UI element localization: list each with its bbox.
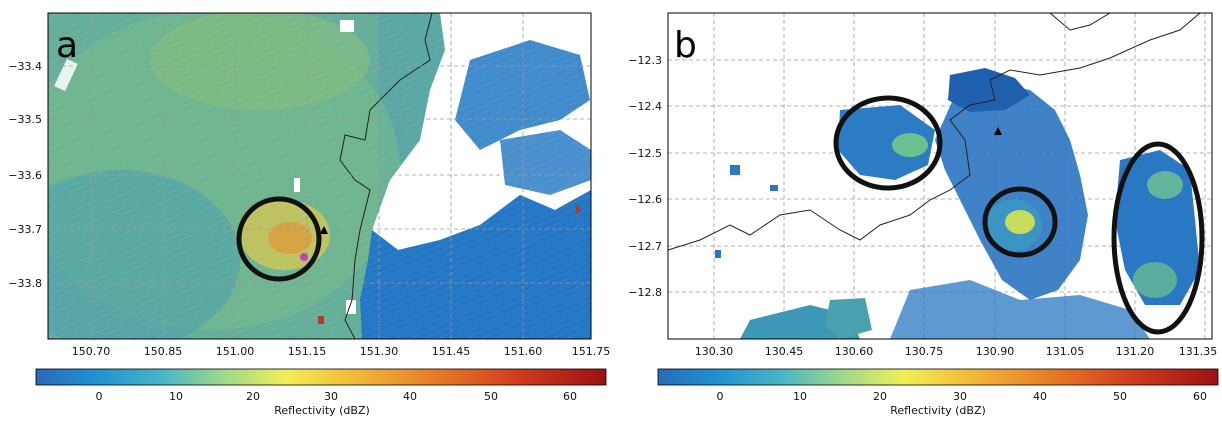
y-tick-b: −12.6 bbox=[628, 193, 662, 206]
frame-a bbox=[47, 12, 592, 340]
y-tick-b: −12.5 bbox=[628, 147, 662, 160]
x-ticks-b: 130.30 130.45 130.60 130.75 130.90 131.0… bbox=[695, 345, 1218, 358]
colorbar-tick-b: 0 bbox=[717, 390, 724, 403]
colorbar-tick-b: 60 bbox=[1193, 390, 1207, 403]
y-tick-b: −12.3 bbox=[628, 54, 662, 67]
colorbar-tick-a: 20 bbox=[246, 390, 260, 403]
x-tick-a: 151.15 bbox=[288, 345, 327, 358]
x-tick-a: 150.70 bbox=[72, 345, 111, 358]
colorbar-a bbox=[35, 368, 607, 386]
x-tick-b: 131.35 bbox=[1179, 345, 1218, 358]
panel-letter-b: b bbox=[674, 25, 697, 66]
y-tick-a: −33.4 bbox=[8, 60, 42, 73]
colorbar-tick-a: 10 bbox=[169, 390, 183, 403]
colorbar-ticks-a: 0 10 20 30 40 50 60 bbox=[96, 390, 578, 403]
radar-field-b bbox=[668, 13, 1212, 339]
colorbar-tick-b: 30 bbox=[953, 390, 967, 403]
y-tick-a: −33.8 bbox=[8, 277, 42, 290]
x-tick-b: 130.30 bbox=[695, 345, 734, 358]
y-tick-a: −33.6 bbox=[8, 169, 42, 182]
colorbar-tick-b: 20 bbox=[873, 390, 887, 403]
x-tick-a: 151.30 bbox=[360, 345, 399, 358]
colorbar-tick-a: 50 bbox=[484, 390, 498, 403]
site-dot-a bbox=[300, 253, 308, 261]
colorbar-tick-b: 50 bbox=[1113, 390, 1127, 403]
y-tick-a: −33.7 bbox=[8, 223, 42, 236]
gridlines-a bbox=[48, 13, 591, 339]
radar-triangle-b bbox=[994, 127, 1002, 135]
panel-b-svg: b −12.3 −12.4 −12.5 −12.6 −12.7 −12.8 13… bbox=[628, 12, 1219, 417]
panel-a-svg: a −33.4 −33.5 −33.6 −33.7 −33.8 150.70 1… bbox=[8, 12, 611, 417]
radar-triangle-a bbox=[320, 226, 328, 234]
colorbar-label-b: Reflectivity (dBZ) bbox=[890, 404, 986, 417]
y-tick-a: −33.5 bbox=[8, 113, 42, 126]
y-tick-b: −12.7 bbox=[628, 240, 662, 253]
colorbar-tick-a: 30 bbox=[324, 390, 338, 403]
x-tick-b: 130.45 bbox=[765, 345, 804, 358]
storm-circle-b2 bbox=[982, 186, 1058, 258]
colorbar-label-a: Reflectivity (dBZ) bbox=[274, 404, 370, 417]
x-tick-b: 130.90 bbox=[976, 345, 1015, 358]
x-tick-b: 131.05 bbox=[1046, 345, 1085, 358]
y-ticks-a: −33.4 −33.5 −33.6 −33.7 −33.8 bbox=[8, 60, 42, 290]
x-tick-a: 151.60 bbox=[504, 345, 543, 358]
x-tick-b: 130.75 bbox=[905, 345, 944, 358]
x-tick-a: 151.00 bbox=[216, 345, 255, 358]
x-tick-a: 151.45 bbox=[432, 345, 471, 358]
y-tick-b: −12.8 bbox=[628, 286, 662, 299]
x-tick-b: 131.20 bbox=[1116, 345, 1155, 358]
coastline-b bbox=[668, 13, 1201, 251]
x-tick-b: 130.60 bbox=[835, 345, 874, 358]
panel-letter-a: a bbox=[56, 25, 78, 66]
panel-b: b −12.3 −12.4 −12.5 −12.6 −12.7 −12.8 13… bbox=[610, 0, 1222, 419]
storm-circle-b3 bbox=[1111, 141, 1205, 335]
colorbar-tick-b: 10 bbox=[793, 390, 807, 403]
colorbar-tick-a: 40 bbox=[403, 390, 417, 403]
storm-circle-a bbox=[236, 196, 322, 282]
radar-field-a bbox=[48, 13, 591, 339]
storm-circle-b1 bbox=[833, 95, 943, 191]
x-tick-a: 150.85 bbox=[144, 345, 183, 358]
colorbar-tick-b: 40 bbox=[1033, 390, 1047, 403]
y-tick-b: −12.4 bbox=[628, 100, 662, 113]
colorbar-ticks-b: 0 10 20 30 40 50 60 bbox=[717, 390, 1208, 403]
coastline-a bbox=[339, 13, 433, 339]
y-ticks-b: −12.3 −12.4 −12.5 −12.6 −12.7 −12.8 bbox=[628, 54, 662, 299]
panel-a: a −33.4 −33.5 −33.6 −33.7 −33.8 150.70 1… bbox=[0, 0, 610, 419]
x-tick-a: 151.75 bbox=[572, 345, 610, 358]
frame-b bbox=[667, 12, 1213, 340]
colorbar-tick-a: 0 bbox=[96, 390, 103, 403]
x-ticks-a: 150.70 150.85 151.00 151.15 151.30 151.4… bbox=[72, 345, 611, 358]
colorbar-b bbox=[657, 368, 1219, 386]
colorbar-tick-a: 60 bbox=[563, 390, 577, 403]
